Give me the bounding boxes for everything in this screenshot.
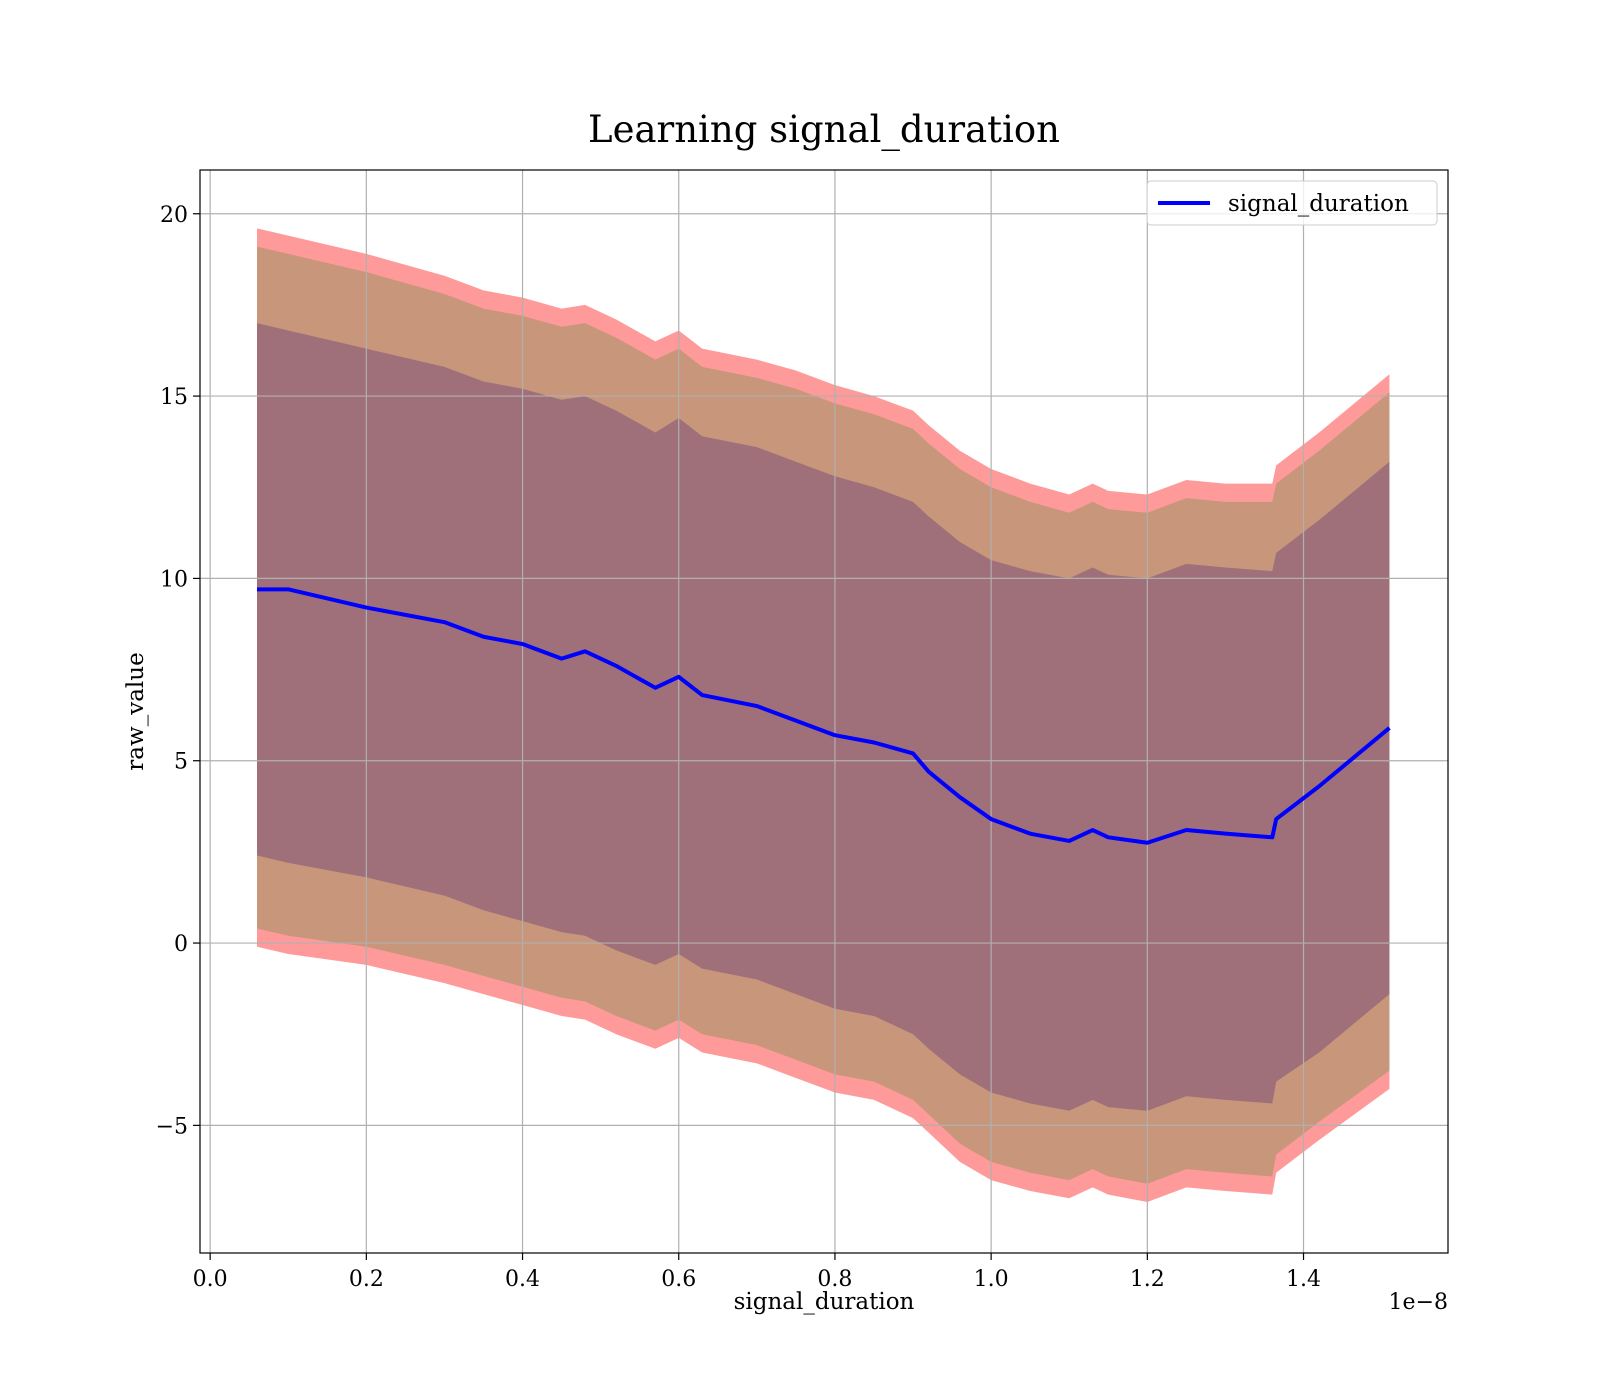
x-axis-offset-text: 1e−8 bbox=[1389, 1290, 1448, 1315]
plot-frame bbox=[199, 169, 1449, 1254]
x-axis-label: signal_duration bbox=[734, 1289, 915, 1315]
y-tick-label: −5 bbox=[156, 1114, 188, 1139]
x-tick-label: 1.0 bbox=[974, 1267, 1009, 1292]
x-tick-label: 0.8 bbox=[817, 1267, 852, 1292]
x-tick-label: 1.4 bbox=[1286, 1267, 1321, 1292]
chart-title: Learning signal_duration bbox=[588, 108, 1060, 152]
band-inner bbox=[257, 323, 1390, 1111]
grid bbox=[200, 170, 1448, 1253]
axis-ticks: 0.0 0.2 0.4 0.6 0.8 1.0 1.2 1.4 −5 0 5 10 15 20 bbox=[156, 203, 1321, 1292]
legend: signal_duration bbox=[1146, 180, 1438, 226]
series-lines bbox=[257, 587, 1391, 845]
y-tick-label: 5 bbox=[174, 750, 188, 775]
x-tick-label: 0.4 bbox=[505, 1267, 540, 1292]
legend-label-signal-duration: signal_duration bbox=[1228, 191, 1409, 217]
x-tick-label: 0.2 bbox=[349, 1267, 384, 1292]
y-tick-label: 20 bbox=[160, 203, 188, 228]
x-tick-label: 0.6 bbox=[661, 1267, 696, 1292]
x-tick-label: 0.0 bbox=[193, 1267, 228, 1292]
y-tick-label: 10 bbox=[160, 567, 188, 592]
x-tick-label: 1.2 bbox=[1130, 1267, 1165, 1292]
y-tick-label: 15 bbox=[160, 385, 188, 410]
y-tick-label: 0 bbox=[174, 932, 188, 957]
uncertainty-bands bbox=[257, 228, 1390, 1202]
series-line-signal-duration bbox=[257, 587, 1391, 845]
legend-box bbox=[1146, 180, 1438, 226]
y-axis-label: raw_value bbox=[123, 652, 149, 770]
